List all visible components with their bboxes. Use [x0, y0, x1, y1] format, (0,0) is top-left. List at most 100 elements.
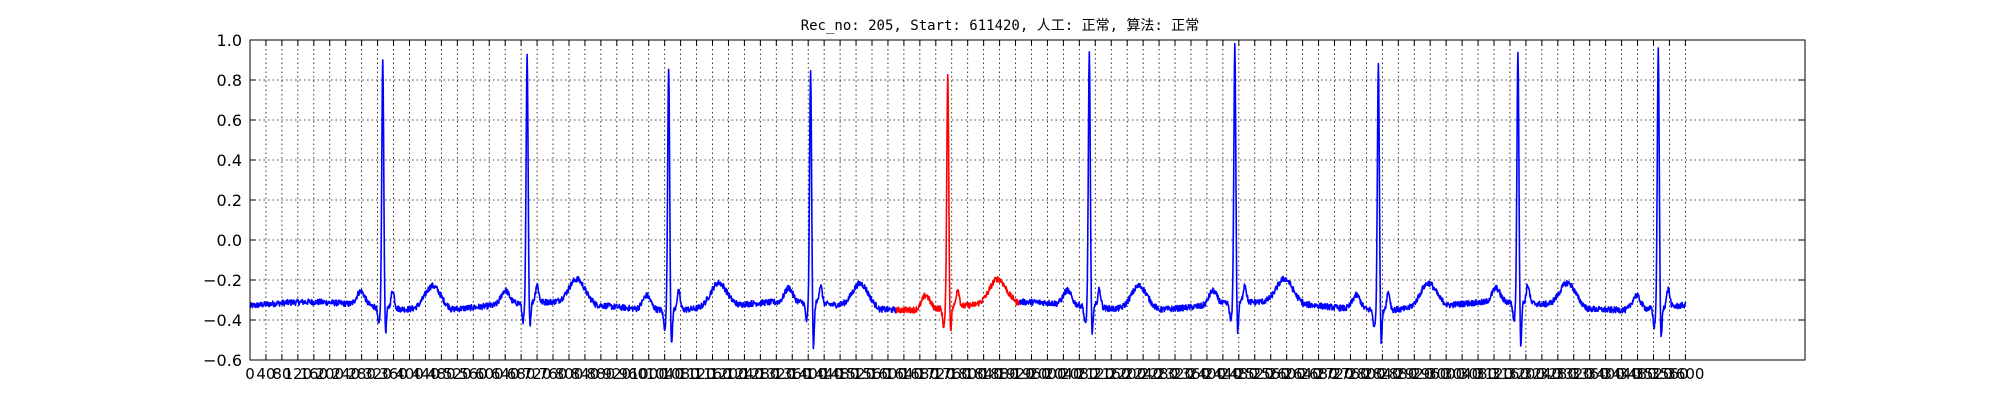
x-tick-label: 2440: [1204, 365, 1242, 383]
y-tick-label: 0.4: [217, 151, 242, 170]
x-tick-label: 3600: [1666, 365, 1704, 383]
x-tick-label: 1600: [869, 365, 907, 383]
x-tick-label: 2800: [1347, 365, 1385, 383]
x-tick-label: 1400: [789, 365, 827, 383]
x-tick-label: 840: [571, 365, 600, 383]
x-tick-label: 1120: [677, 365, 715, 383]
x-tick-label: 760: [539, 365, 568, 383]
x-tick-label: 1640: [885, 365, 923, 383]
x-tick-label: 3560: [1650, 365, 1688, 383]
x-tick-label: 600: [475, 365, 504, 383]
ecg-series-line: [895, 73, 1021, 332]
x-tick-label: 1880: [980, 365, 1018, 383]
x-tick-label: 2080: [1060, 365, 1098, 383]
x-tick-label: 3520: [1634, 365, 1672, 383]
x-tick-label: 1440: [805, 365, 843, 383]
x-tick-label: 0: [245, 365, 255, 383]
x-tick-label: 1240: [725, 365, 763, 383]
x-tick-label: 1680: [901, 365, 939, 383]
x-tick-label: 2040: [1044, 365, 1082, 383]
x-tick-label: 2320: [1156, 365, 1194, 383]
x-tick-label: 2680: [1299, 365, 1337, 383]
x-tick-label: 40: [256, 365, 275, 383]
x-tick-label: 200: [315, 365, 344, 383]
x-tick-label: 2280: [1140, 365, 1178, 383]
x-tick-label: 1320: [757, 365, 795, 383]
x-tick-label: 960: [618, 365, 647, 383]
x-tick-label: 2240: [1124, 365, 1162, 383]
x-axis-ticks: 0 408012016020024028032036040044048052056…: [245, 40, 1704, 383]
x-tick-label: 2520: [1236, 365, 1274, 383]
x-tick-label: 1480: [821, 365, 859, 383]
x-tick-label: 920: [603, 365, 632, 383]
x-tick-label: 1520: [837, 365, 875, 383]
x-tick-label: 160: [299, 365, 328, 383]
x-tick-label: 3320: [1555, 365, 1593, 383]
x-tick-label: 400: [395, 365, 424, 383]
x-tick-label: 1160: [693, 365, 731, 383]
ecg-series-line: [1018, 42, 1687, 347]
x-tick-label: 2120: [1076, 365, 1114, 383]
x-tick-label: 3280: [1539, 365, 1577, 383]
y-tick-label: 0.0: [217, 231, 242, 250]
x-tick-label: 1080: [662, 365, 700, 383]
x-tick-label: 1800: [949, 365, 987, 383]
x-tick-label: 680: [507, 365, 536, 383]
y-tick-label: −0.2: [203, 271, 242, 290]
x-tick-label: 1040: [646, 365, 684, 383]
y-tick-label: −0.6: [203, 351, 242, 370]
x-tick-label: 2840: [1363, 365, 1401, 383]
x-tick-label: 3400: [1587, 365, 1625, 383]
x-tick-label: 280: [347, 365, 376, 383]
x-tick-label: 440: [411, 365, 440, 383]
x-tick-label: 2640: [1284, 365, 1322, 383]
x-tick-label: 560: [459, 365, 488, 383]
x-tick-label: 2480: [1220, 365, 1258, 383]
chart-title: Rec_no: 205, Start: 611420, 人工: 正常, 算法: …: [801, 18, 1200, 34]
x-tick-label: 1560: [853, 365, 891, 383]
x-tick-label: 240: [331, 365, 360, 383]
x-tick-label: 120: [284, 365, 313, 383]
x-tick-label: 2920: [1395, 365, 1433, 383]
x-tick-label: 3360: [1571, 365, 1609, 383]
x-tick-label: 360: [379, 365, 408, 383]
y-tick-label: 0.2: [217, 191, 242, 210]
x-tick-label: 1760: [933, 365, 971, 383]
x-tick-label: 3240: [1523, 365, 1561, 383]
x-tick-label: 2760: [1331, 365, 1369, 383]
grid-layer: [249, 39, 1805, 361]
x-tick-label: 2200: [1108, 365, 1146, 383]
x-tick-label: 1200: [709, 365, 747, 383]
x-tick-label: 320: [363, 365, 392, 383]
x-tick-label: 1360: [773, 365, 811, 383]
x-tick-label: 2880: [1379, 365, 1417, 383]
x-tick-label: 2560: [1252, 365, 1290, 383]
x-tick-label: 3000: [1427, 365, 1465, 383]
x-tick-label: 480: [427, 365, 456, 383]
x-tick-label: 1280: [741, 365, 779, 383]
x-tick-label: 800: [555, 365, 584, 383]
x-tick-label: 3440: [1602, 365, 1640, 383]
ecg-series-line: [249, 53, 897, 350]
x-tick-label: 3120: [1475, 365, 1513, 383]
x-tick-label: 1720: [917, 365, 955, 383]
x-tick-label: 3040: [1443, 365, 1481, 383]
x-tick-label: 1840: [965, 365, 1003, 383]
x-tick-label: 3200: [1507, 365, 1545, 383]
x-tick-label: 1000: [630, 365, 668, 383]
x-tick-label: 640: [491, 365, 520, 383]
y-tick-label: 1.0: [217, 31, 242, 50]
x-tick-label: 3080: [1459, 365, 1497, 383]
x-tick-label: 2720: [1315, 365, 1353, 383]
x-tick-label: 3160: [1491, 365, 1529, 383]
x-tick-label: 720: [523, 365, 552, 383]
x-tick-label: 880: [587, 365, 616, 383]
x-tick-label: 2160: [1092, 365, 1130, 383]
series-layer: [249, 42, 1687, 350]
y-tick-label: 0.8: [217, 71, 242, 90]
x-tick-label: 3480: [1618, 365, 1656, 383]
x-tick-label: 520: [443, 365, 472, 383]
x-tick-label: 2000: [1028, 365, 1066, 383]
